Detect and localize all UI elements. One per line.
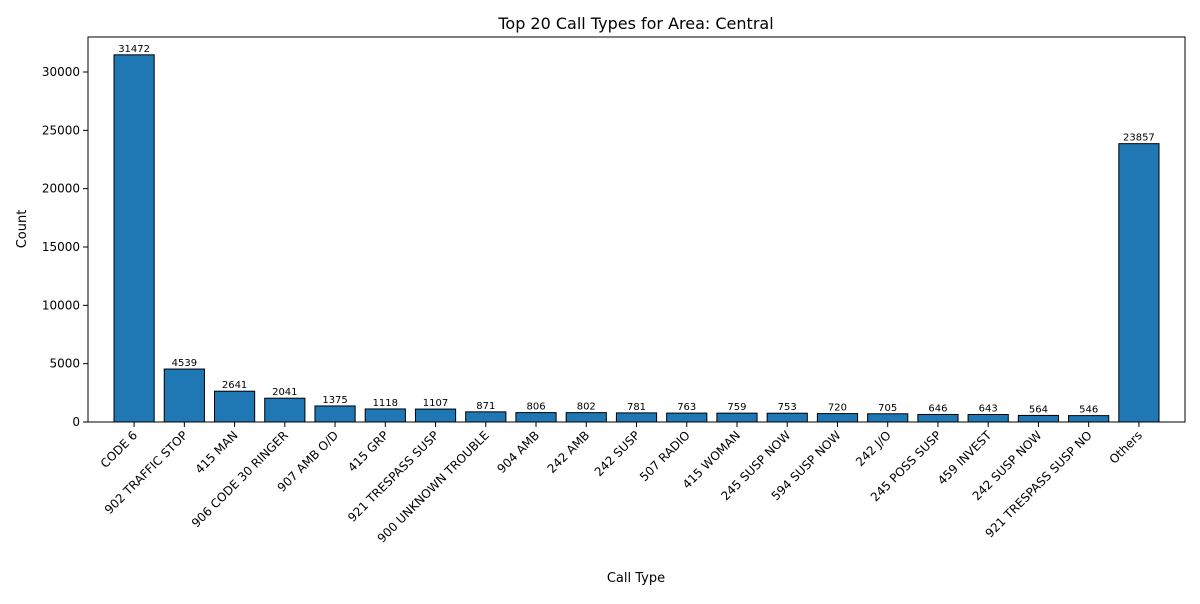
bar bbox=[917, 413, 959, 423]
data-label: 871 bbox=[476, 401, 495, 412]
x-tick-label: 902 TRAFFIC STOP bbox=[102, 428, 191, 517]
data-label: 4539 bbox=[172, 358, 197, 369]
bar bbox=[213, 390, 256, 423]
x-tick-label: 242 SUSP bbox=[592, 428, 643, 479]
bar bbox=[967, 413, 1009, 423]
data-label: 546 bbox=[1079, 405, 1098, 416]
y-tick-label: 10000 bbox=[42, 298, 80, 312]
bar bbox=[816, 413, 859, 423]
bar bbox=[414, 408, 457, 423]
x-tick-label: 242 J/O bbox=[853, 428, 894, 469]
y-tick-label: 25000 bbox=[42, 123, 80, 137]
data-label: 2041 bbox=[272, 387, 297, 398]
y-tick-label: 15000 bbox=[42, 240, 80, 254]
data-label: 643 bbox=[979, 403, 998, 414]
y-axis: 0 5000 10000 15000 20000 25000 30000 bbox=[42, 65, 88, 429]
data-label: 2641 bbox=[222, 380, 247, 391]
data-label: 753 bbox=[778, 402, 797, 413]
data-label: 1118 bbox=[373, 398, 398, 409]
bar bbox=[766, 412, 808, 423]
x-tick-label: 906 CODE 30 RINGER bbox=[189, 428, 291, 530]
bar bbox=[163, 368, 205, 423]
bar bbox=[716, 412, 758, 423]
x-axis-label: Call Type bbox=[607, 571, 665, 586]
data-label: 802 bbox=[577, 402, 596, 413]
data-label: 781 bbox=[627, 402, 646, 413]
bar bbox=[515, 412, 557, 423]
plot-frame bbox=[87, 36, 1186, 423]
y-tick-label: 20000 bbox=[42, 182, 80, 196]
data-labels-group: 31472 4539 2641 2041 1375 1118 1107 871 806 802 78… bbox=[118, 44, 1155, 416]
x-tick-label: Others bbox=[1107, 428, 1145, 466]
x-tick-label: CODE 6 bbox=[98, 428, 141, 471]
data-label: 1375 bbox=[322, 395, 347, 406]
bar bbox=[1118, 143, 1160, 423]
y-tick-label: 0 bbox=[72, 415, 80, 429]
bar bbox=[1068, 415, 1110, 423]
bar bbox=[364, 408, 406, 423]
bar bbox=[465, 411, 507, 423]
bar bbox=[1017, 414, 1060, 423]
data-label: 806 bbox=[526, 402, 545, 413]
bar bbox=[666, 412, 708, 423]
bar bbox=[264, 397, 306, 423]
y-tick-label: 5000 bbox=[49, 357, 80, 371]
data-label: 564 bbox=[1029, 404, 1048, 415]
data-label: 646 bbox=[928, 403, 947, 414]
data-label: 23857 bbox=[1123, 133, 1155, 144]
bars-group bbox=[113, 54, 1160, 423]
data-label: 763 bbox=[677, 402, 696, 413]
y-axis-label: Count bbox=[15, 210, 30, 249]
y-tick-label: 30000 bbox=[42, 65, 80, 79]
x-tick-label: 415 MAN bbox=[192, 428, 240, 476]
bar bbox=[113, 54, 155, 423]
bar bbox=[565, 412, 607, 423]
chart-title: Top 20 Call Types for Area: Central bbox=[497, 14, 773, 33]
data-label: 31472 bbox=[118, 44, 150, 55]
x-tick-label: 904 AMB bbox=[494, 428, 542, 476]
x-tick-label: 415 GRP bbox=[345, 428, 391, 474]
x-tick-label: 921 TRESPASS SUSP bbox=[345, 428, 442, 525]
data-label: 1107 bbox=[423, 398, 448, 409]
data-label: 720 bbox=[828, 403, 847, 414]
data-label: 759 bbox=[727, 402, 746, 413]
x-tick-label: 921 TRESPASS SUSP NO bbox=[982, 428, 1094, 540]
bar bbox=[314, 405, 356, 423]
x-tick-label: 242 AMB bbox=[545, 428, 593, 476]
bar bbox=[867, 413, 909, 423]
data-label: 705 bbox=[878, 403, 897, 414]
bar bbox=[615, 412, 658, 423]
